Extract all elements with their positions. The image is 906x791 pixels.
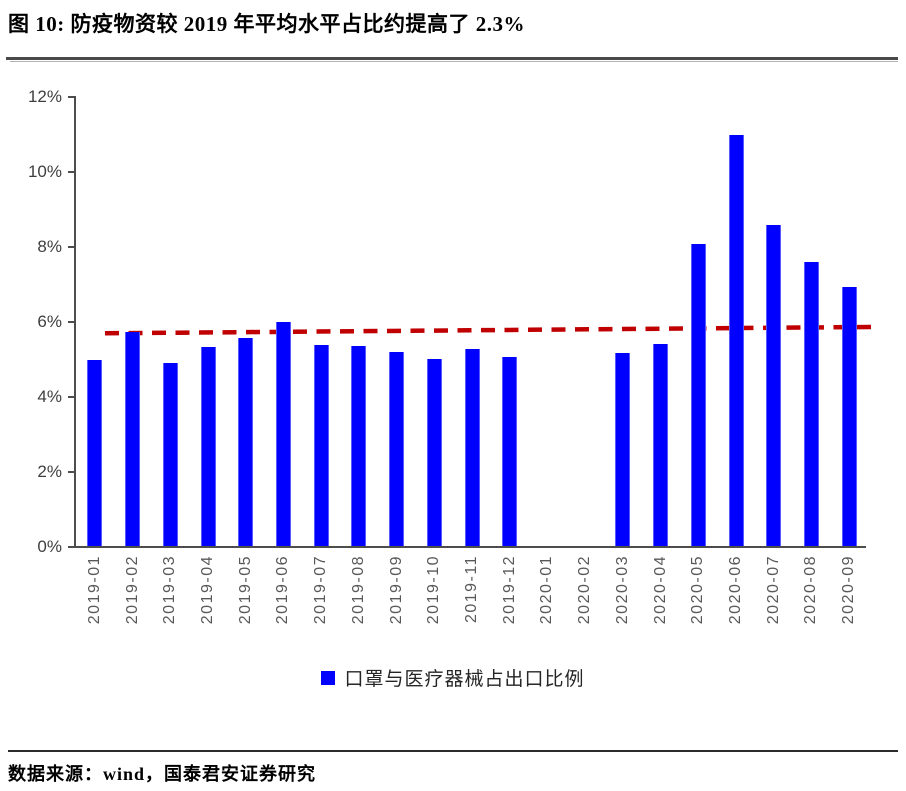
bar-2020-03 xyxy=(615,352,631,546)
bar-2019-05 xyxy=(238,337,254,546)
y-tick-mark xyxy=(68,396,75,398)
x-axis-line xyxy=(74,546,866,548)
x-tick-label: 2020-04 xyxy=(651,555,669,625)
chart-legend: 口罩与医疗器械占出口比例 xyxy=(0,664,906,691)
y-tick-mark xyxy=(68,321,75,323)
bar-2020-09 xyxy=(841,286,857,546)
y-tick-label: 12% xyxy=(27,87,62,106)
y-tick-label: 8% xyxy=(37,237,62,256)
y-tick-label: 2% xyxy=(37,462,62,481)
bar-2019-11 xyxy=(464,348,480,546)
y-tick-mark xyxy=(68,96,75,98)
bar-2019-10 xyxy=(426,358,442,546)
y-tick-mark xyxy=(68,171,75,173)
x-tick-label: 2020-07 xyxy=(764,555,782,625)
bar-2019-09 xyxy=(389,351,405,546)
bar-2019-02 xyxy=(125,331,141,546)
bar-chart: 0% 2% 4% 6% 8% 10% 12% 2019-01 2019-02 2019-03 201… xyxy=(27,87,879,625)
bar-2019-01 xyxy=(87,360,103,546)
bar-2019-04 xyxy=(200,346,216,546)
bar-2019-06 xyxy=(275,322,291,546)
y-tick-mark xyxy=(68,246,75,248)
x-tick-label: 2020-08 xyxy=(802,555,820,625)
legend-marker-square xyxy=(321,670,336,685)
bar-2019-12 xyxy=(502,357,518,546)
bar-2020-04 xyxy=(653,343,669,546)
x-tick-label: 2019-03 xyxy=(161,555,179,625)
x-tick-label: 2019-12 xyxy=(500,555,518,625)
x-tick-label: 2020-09 xyxy=(840,555,858,625)
y-tick-label: 6% xyxy=(37,312,62,331)
y-tick-mark xyxy=(68,471,75,473)
x-tick-label: 2019-04 xyxy=(199,555,216,625)
bar-2019-08 xyxy=(351,345,367,546)
data-source: 数据来源：wind，国泰君安证券研究 xyxy=(8,764,317,784)
figure-title: 图 10: 防疫物资较 2019 年平均水平占比约提高了 2.3% xyxy=(8,12,525,36)
bar-2020-07 xyxy=(766,225,782,546)
x-tick-label: 2019-08 xyxy=(349,555,367,625)
y-axis-line xyxy=(74,96,76,547)
legend-label: 口罩与医疗器械占出口比例 xyxy=(344,669,585,690)
y-tick-label: 0% xyxy=(37,537,62,556)
title-divider-shadow xyxy=(10,61,898,62)
x-tick-label: 2019-02 xyxy=(123,555,141,625)
x-tick-label: 2020-05 xyxy=(689,555,707,625)
bar-2020-05 xyxy=(690,244,706,546)
x-tick-label: 2019-09 xyxy=(387,555,405,625)
bar-2019-07 xyxy=(313,345,329,546)
title-divider xyxy=(6,57,898,60)
bar-2020-06 xyxy=(728,134,744,546)
y-tick-mark xyxy=(68,546,75,548)
x-tick-label: 2019-05 xyxy=(236,555,254,625)
x-tick-label: 2019-07 xyxy=(312,555,330,625)
x-tick-label: 2019-01 xyxy=(85,555,103,625)
x-tick-label: 2019-06 xyxy=(274,555,292,625)
x-tick-label: 2020-06 xyxy=(727,555,744,625)
x-tick-label: 2019-10 xyxy=(425,555,443,625)
x-tick-label: 2020-03 xyxy=(613,555,631,625)
y-tick-label: 10% xyxy=(27,162,62,181)
x-tick-label: 2020-01 xyxy=(538,555,556,625)
x-tick-label: 2019-11 xyxy=(463,555,480,624)
x-tick-label: 2020-02 xyxy=(576,555,594,625)
bar-2019-03 xyxy=(162,363,178,546)
footer-divider xyxy=(8,750,898,752)
bar-2020-08 xyxy=(803,262,819,546)
y-tick-label: 4% xyxy=(37,387,62,406)
